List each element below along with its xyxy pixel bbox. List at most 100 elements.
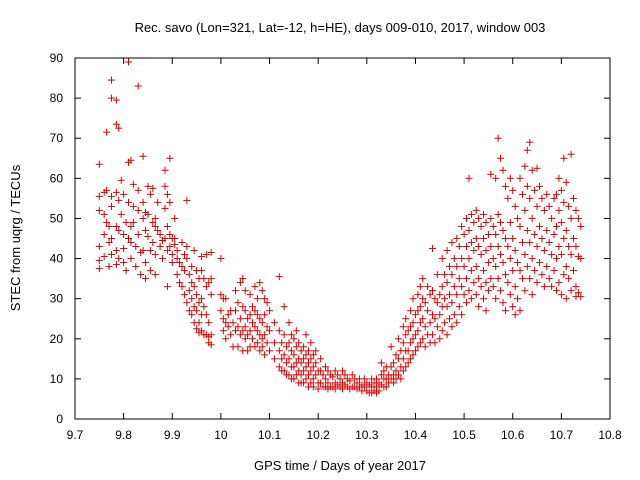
data-point [487,214,495,222]
data-point [173,247,181,255]
data-point [499,226,507,234]
data-point [567,287,575,295]
chart-title: Rec. savo (Lon=321, Lat=-12, h=HE), days… [135,20,546,35]
data-point [219,315,227,323]
data-point [487,170,495,178]
data-point [467,295,475,303]
data-point [528,166,536,174]
data-point [193,291,201,299]
data-point [470,279,478,287]
data-point [570,194,578,202]
data-point [183,196,191,204]
data-point [205,319,213,327]
data-point [553,190,560,198]
data-point [249,335,257,343]
data-point [154,198,162,206]
data-point [176,259,184,267]
data-point [244,331,252,339]
data-point [428,331,436,339]
data-point [540,283,548,291]
data-point [419,335,427,343]
data-point [480,235,488,242]
data-point [465,255,473,263]
data-point [100,253,108,261]
data-point [197,295,205,303]
data-point [475,243,483,251]
data-point [484,259,492,267]
data-point [107,235,115,242]
data-point [492,230,500,238]
data-point [538,271,546,279]
data-point [329,373,337,381]
data-point [460,291,468,299]
data-point [125,58,132,66]
data-point [501,182,509,190]
data-point [404,347,412,355]
data-point [528,291,536,299]
data-point [285,339,293,347]
data-point [309,375,317,383]
data-point [518,275,526,283]
data-point [251,283,259,291]
y-tick-label: 10 [50,372,64,386]
data-point [142,275,150,283]
data-point [448,299,456,307]
data-point [222,295,230,303]
data-point [409,319,417,327]
data-point [494,210,502,218]
data-point [489,255,497,263]
data-point [545,239,553,247]
data-point [95,257,103,265]
data-point [465,226,473,234]
data-point [526,138,534,146]
x-tick-label: 10.5 [452,428,476,442]
data-point [428,287,436,295]
data-point [482,279,490,287]
data-point [414,327,422,335]
data-point [112,222,120,230]
data-point [501,271,509,279]
data-point [149,218,157,226]
data-point [506,291,514,299]
data-point [407,355,415,363]
data-point [428,245,436,253]
data-point [414,343,422,351]
data-point [219,327,227,335]
data-point [433,271,441,279]
data-point [523,146,531,154]
data-point [144,182,152,190]
data-point [533,202,541,210]
data-point [166,243,174,251]
data-point [275,273,283,281]
data-point [188,279,196,287]
data-point [360,383,368,391]
data-point [560,271,568,279]
data-point [317,355,325,363]
data-point [246,327,254,335]
data-point [421,323,429,331]
data-point [309,363,317,371]
data-point [258,335,266,343]
data-point [543,226,551,234]
data-point [229,319,237,327]
data-point [122,218,130,226]
data-point [416,319,424,327]
data-point [387,343,395,351]
data-point [399,339,407,347]
data-point [334,371,342,379]
data-point [95,192,103,200]
data-point [455,243,463,251]
data-point [195,319,203,327]
data-point [185,307,193,315]
data-point [180,267,188,275]
data-point [185,287,193,295]
data-point [244,347,252,355]
data-point [463,299,471,307]
data-point [484,230,492,238]
data-point [482,218,490,226]
data-point [307,379,315,387]
plot-frame [74,57,611,420]
data-point [438,255,446,263]
data-point [302,331,310,339]
data-point [506,174,514,182]
